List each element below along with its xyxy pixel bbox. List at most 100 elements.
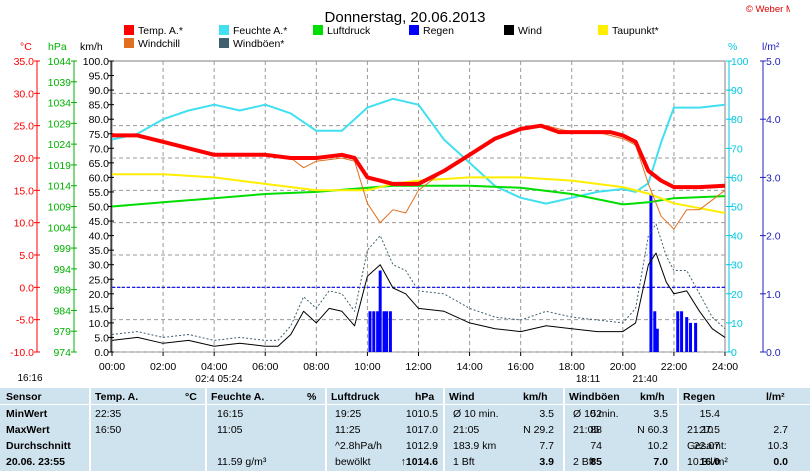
table-cell: 74 (590, 440, 602, 452)
table-cell: 1010.5 (405, 408, 438, 420)
sun-marker-label: 16:16 (17, 373, 42, 384)
col-sep (325, 388, 327, 471)
sun-marker-label: 05:24 (217, 374, 242, 385)
header-gust-unit: km/h (640, 391, 665, 403)
pressure-tick-label: 1034 (48, 98, 72, 110)
header-humidity: Feuchte A. (211, 391, 265, 403)
wind-tick-label: 5.0 (94, 332, 109, 344)
temperature-series-line (112, 123, 726, 190)
table-cell: 85 (590, 456, 602, 468)
wind-tick-label: 75.0 (89, 129, 110, 141)
header-pressure-unit: hPa (415, 391, 435, 403)
rain-bar (653, 311, 657, 352)
humidity-tick-label: 10 (731, 318, 743, 330)
rain-bar (676, 311, 680, 352)
rain-axis-label: l/m² (762, 41, 780, 53)
temp-tick-label: 10.0 (14, 218, 35, 230)
humidity-axis-label: % (728, 41, 737, 53)
humidity-tick-label: 90 (731, 85, 743, 97)
rain-bar (378, 270, 382, 352)
table-cell: 21:10 (687, 424, 714, 436)
table-cell: N 60.3 (637, 424, 668, 436)
table-cell: 1 Bft (453, 456, 475, 468)
rain-bar (694, 322, 698, 352)
x-tick-label: 12:00 (405, 361, 431, 373)
table-cell: 11.59 g/m³ (217, 456, 267, 468)
rain-bar (388, 311, 392, 352)
rain-tick-label: 5.0 (766, 56, 781, 68)
legend-swatch (124, 38, 134, 48)
gust-series-line (111, 223, 726, 341)
wind-tick-label: 65.0 (89, 158, 110, 170)
legend-label: Windböen* (233, 38, 284, 50)
pressure-tick-label: 1014 (48, 181, 72, 193)
dewpoint-series-line (112, 173, 726, 214)
x-tick-label: 18:00 (559, 361, 585, 373)
wind-tick-label: 70.0 (89, 143, 110, 155)
legend-label: Taupunkt* (612, 25, 659, 37)
table-cell: 3.5 (653, 408, 668, 420)
table-cell: 15.4 (699, 408, 720, 420)
pressure-tick-label: 979 (53, 326, 71, 338)
col-sep (443, 388, 445, 471)
pressure-tick-label: 994 (53, 264, 71, 276)
pressure-tick-label: 1009 (48, 202, 72, 214)
pressure-axis-label: hPa (48, 41, 67, 53)
rain-bar (372, 311, 376, 352)
header-gust: Windböen (569, 391, 620, 403)
legend-swatch (219, 25, 229, 35)
table-cell: 21:05 (573, 424, 600, 436)
wind-tick-label: 20.0 (89, 289, 110, 301)
legend-swatch (409, 25, 419, 35)
temp-tick-label: 5.0 (19, 250, 34, 262)
table-cell: bewölkt (335, 456, 371, 468)
table-cell: 20.06. 23:55 (6, 456, 65, 468)
legend: Temp. A.* Feuchte A.* Luftdruck Regen Wind Ta… (124, 25, 659, 50)
table-cell: 1012.9 (405, 440, 438, 452)
table-cell: 11:25 (335, 424, 361, 436)
humidity-tick-label: 50 (731, 202, 743, 214)
wind-tick-label: 15.0 (89, 303, 110, 315)
x-tick-label: 02:00 (150, 361, 176, 373)
pressure-tick-label: 1029 (48, 118, 72, 130)
pressure-tick-label: 1004 (48, 222, 72, 234)
rain-bar (376, 311, 380, 352)
legend-label: Temp. A.* (138, 25, 183, 37)
wind-tick-label: 85.0 (89, 100, 110, 112)
col-sep (205, 388, 207, 471)
sun-marker-label: 18:11 (576, 374, 601, 385)
wind-tick-label: 60.0 (89, 172, 110, 184)
x-tick-label: 24:00 (712, 361, 738, 373)
table-cell: 3.5 (539, 408, 554, 420)
table-cell: 1017.0 (405, 424, 438, 436)
table-cell: 19:25 (335, 408, 362, 420)
rain-tick-label: 1.0 (766, 289, 781, 301)
table-cell: ^2.8hPa/h (335, 440, 382, 452)
rain-bar (685, 317, 689, 352)
table-cell: 27.5 (699, 424, 720, 436)
table-cell: Ø 10 min. (453, 408, 499, 420)
wind-series-line (111, 252, 726, 347)
pressure-tick-label: 999 (53, 243, 71, 255)
pressure-tick-label: 1024 (48, 139, 72, 151)
pressure-tick-label: 984 (53, 305, 71, 317)
table-cell: 11:05 (217, 424, 243, 436)
temp-axis-label: °C (20, 41, 32, 53)
rain-bar (655, 328, 659, 352)
x-tick-label: 22:00 (661, 361, 687, 373)
pressure-tick-label: 1039 (48, 77, 72, 89)
wind-tick-label: 35.0 (89, 245, 110, 257)
weather-chart: Donnerstag, 20.06.2013 © Weber Mike Temp… (10, 4, 806, 385)
legend-swatch (598, 25, 608, 35)
rain-tick-label: 0.0 (766, 347, 781, 359)
table-cell: 88 (590, 424, 602, 436)
table-cell: 2.7 (773, 424, 788, 436)
temp-tick-label: 20.0 (14, 153, 35, 165)
legend-label: Luftdruck (327, 25, 371, 37)
temp-tick-label: 0.0 (19, 282, 34, 294)
header-rain: Regen (683, 391, 716, 403)
wind-tick-label: 80.0 (89, 114, 110, 126)
table-cell: Durchschnitt (6, 440, 71, 452)
header-pressure: Luftdruck (331, 391, 380, 403)
header-humidity-unit: % (307, 391, 317, 403)
